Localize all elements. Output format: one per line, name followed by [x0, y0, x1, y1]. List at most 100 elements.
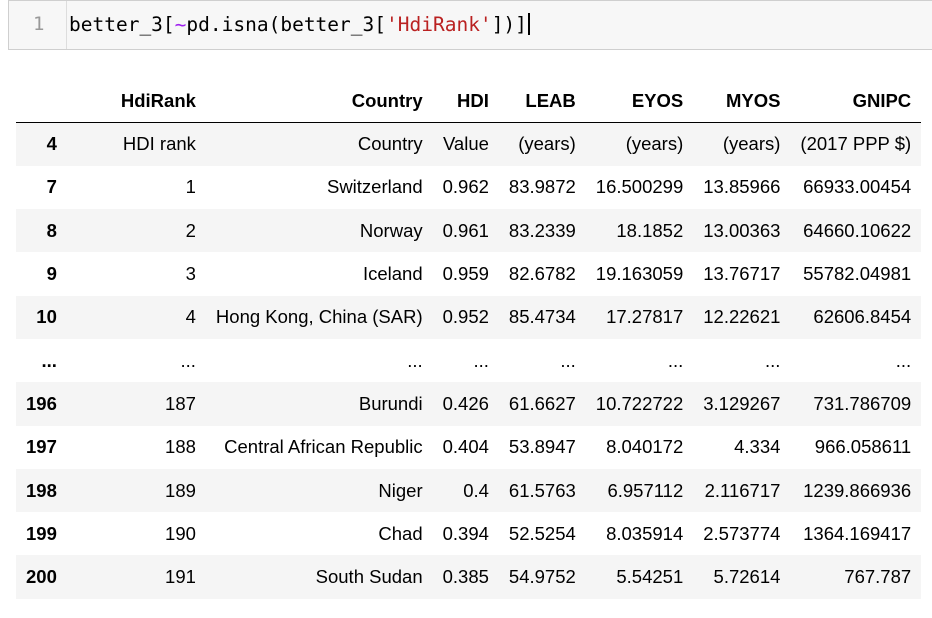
code-cell[interactable]: 1 better_3[~pd.isna(better_3['HdiRank'])… — [8, 0, 932, 50]
line-number: 1 — [33, 13, 45, 35]
cell-leab: 54.9752 — [508, 566, 576, 588]
cell-gnipc: (2017 PPP $) — [800, 133, 912, 155]
cell-myos: 13.76717 — [703, 263, 781, 285]
cell-gnipc: 66933.00454 — [803, 176, 912, 198]
cell-leab: 85.4734 — [508, 306, 576, 328]
cell-myos: 3.129267 — [703, 392, 781, 414]
row-index: 4 — [46, 133, 57, 155]
code-token: pd.isna(better_3[ — [186, 13, 387, 36]
cell-myos: 12.22621 — [703, 306, 781, 328]
column-header-country: Country — [205, 80, 433, 123]
row-index: 200 — [26, 566, 57, 588]
row-index: 199 — [26, 522, 57, 544]
cell-gnipc: 1364.169417 — [803, 522, 912, 544]
code-token: ])] — [491, 13, 527, 36]
cell-country: Hong Kong, China (SAR) — [215, 306, 423, 328]
column-header-myos: MYOS — [693, 80, 791, 123]
cell-hdirank: ... — [180, 349, 196, 371]
cell-myos: 5.72614 — [713, 566, 781, 588]
column-header-leab: LEAB — [498, 80, 586, 123]
cell-gnipc: 1239.866936 — [803, 479, 912, 501]
row-index: 8 — [46, 219, 57, 241]
table-row: 196 187 Burundi 0.426 61.6627 10.722722 3.1292… — [16, 382, 922, 426]
cell-leab: ... — [560, 349, 576, 371]
cell-hdirank: 190 — [165, 522, 196, 544]
cell-eyos: 8.040172 — [606, 436, 684, 458]
code-token-operator: ~ — [174, 13, 187, 36]
cell-hdi: 0.952 — [442, 306, 489, 328]
cell-eyos: 16.500299 — [595, 176, 684, 198]
cell-eyos: 18.1852 — [616, 219, 684, 241]
cell-hdirank: 187 — [165, 392, 196, 414]
cell-gnipc: 731.786709 — [813, 392, 912, 414]
column-header-eyos: EYOS — [585, 80, 694, 123]
table-row: 8 2 Norway 0.961 83.2339 18.1852 13.00363 64660… — [16, 209, 922, 253]
cell-eyos: (years) — [625, 133, 684, 155]
cell-hdi: 0.404 — [442, 436, 489, 458]
gutter-separator — [66, 1, 67, 49]
cell-country: Country — [357, 133, 423, 155]
cell-country: Switzerland — [326, 176, 423, 198]
code-editor-line[interactable]: better_3[~pd.isna(better_3['HdiRank'])] — [69, 13, 530, 36]
cell-country: Burundi — [358, 392, 423, 414]
cell-gnipc: 64660.10622 — [803, 219, 912, 241]
cell-myos: 2.573774 — [703, 522, 781, 544]
cell-country: ... — [407, 349, 423, 371]
cell-country: Chad — [378, 522, 423, 544]
cell-eyos: ... — [667, 349, 684, 371]
table-row: 7 1 Switzerland 0.962 83.9872 16.500299 13.859… — [16, 165, 922, 210]
cell-hdirank: 191 — [165, 566, 196, 588]
cell-eyos: 6.957112 — [607, 479, 684, 501]
cell-gnipc: 55782.04981 — [803, 263, 912, 285]
table-row: 10 4 Hong Kong, China (SAR) 0.952 85.4734 17.… — [16, 295, 922, 339]
cell-hdi: 0.962 — [442, 176, 489, 198]
cell-gnipc: 966.058611 — [814, 436, 912, 458]
cell-eyos: 19.163059 — [595, 263, 684, 285]
cell-myos: ... — [765, 349, 781, 371]
cell-hdirank: 4 — [185, 306, 196, 328]
table-row: 200 191 South Sudan 0.385 54.9752 5.54251 5.72… — [16, 555, 922, 599]
cell-myos: (years) — [722, 133, 781, 155]
cell-myos: 13.85966 — [703, 176, 781, 198]
cell-hdi: 0.961 — [442, 219, 489, 241]
code-token-string: 'HdiRank' — [386, 13, 492, 36]
row-index: 197 — [26, 436, 57, 458]
cell-leab: 53.8947 — [508, 436, 576, 458]
table-header-row: HdiRank Country HDI LEAB EYOS MYOS GNIPC — [16, 80, 922, 123]
cell-gnipc: 767.787 — [844, 566, 912, 588]
cell-leab: 61.6627 — [508, 392, 576, 414]
cell-hdi: 0.4 — [463, 479, 489, 501]
row-index: 9 — [46, 263, 57, 285]
table-row: ........................ — [16, 338, 922, 383]
code-token: better_3[ — [69, 13, 175, 36]
table-row: 198 189 Niger 0.4 61.5763 6.957112 2.116717 123… — [16, 468, 922, 513]
cell-hdi: ... — [473, 349, 489, 371]
row-index: 10 — [36, 306, 57, 328]
cell-leab: (years) — [518, 133, 576, 155]
cell-country: Iceland — [362, 263, 423, 285]
column-header-gnipc: GNIPC — [790, 80, 922, 123]
table-body: 4 HDI rank Country Value (years) (years) (year… — [16, 122, 922, 599]
cell-hdi: 0.426 — [442, 392, 489, 414]
cell-country: Central African Republic — [224, 436, 423, 458]
cell-hdirank: 2 — [185, 219, 196, 241]
cell-leab: 83.9872 — [508, 176, 576, 198]
cell-hdirank: HDI rank — [122, 133, 196, 155]
cell-leab: 83.2339 — [508, 219, 576, 241]
cell-gnipc: 62606.8454 — [813, 306, 912, 328]
cell-eyos: 10.722722 — [595, 392, 684, 414]
cell-country: Niger — [378, 479, 423, 501]
row-index: 198 — [26, 479, 57, 501]
column-header-index — [16, 80, 71, 123]
row-index: 196 — [26, 392, 57, 414]
cell-hdi: Value — [442, 133, 489, 155]
row-index: ... — [41, 349, 57, 371]
cell-eyos: 17.27817 — [606, 306, 684, 328]
cell-myos: 2.116717 — [704, 479, 781, 501]
cell-myos: 4.334 — [734, 436, 781, 458]
cell-hdirank: 1 — [185, 176, 196, 198]
table-row: 4 HDI rank Country Value (years) (years) (year… — [16, 122, 922, 166]
row-index: 7 — [46, 176, 57, 198]
cell-hdirank: 188 — [165, 436, 196, 458]
cell-country: South Sudan — [315, 566, 423, 588]
